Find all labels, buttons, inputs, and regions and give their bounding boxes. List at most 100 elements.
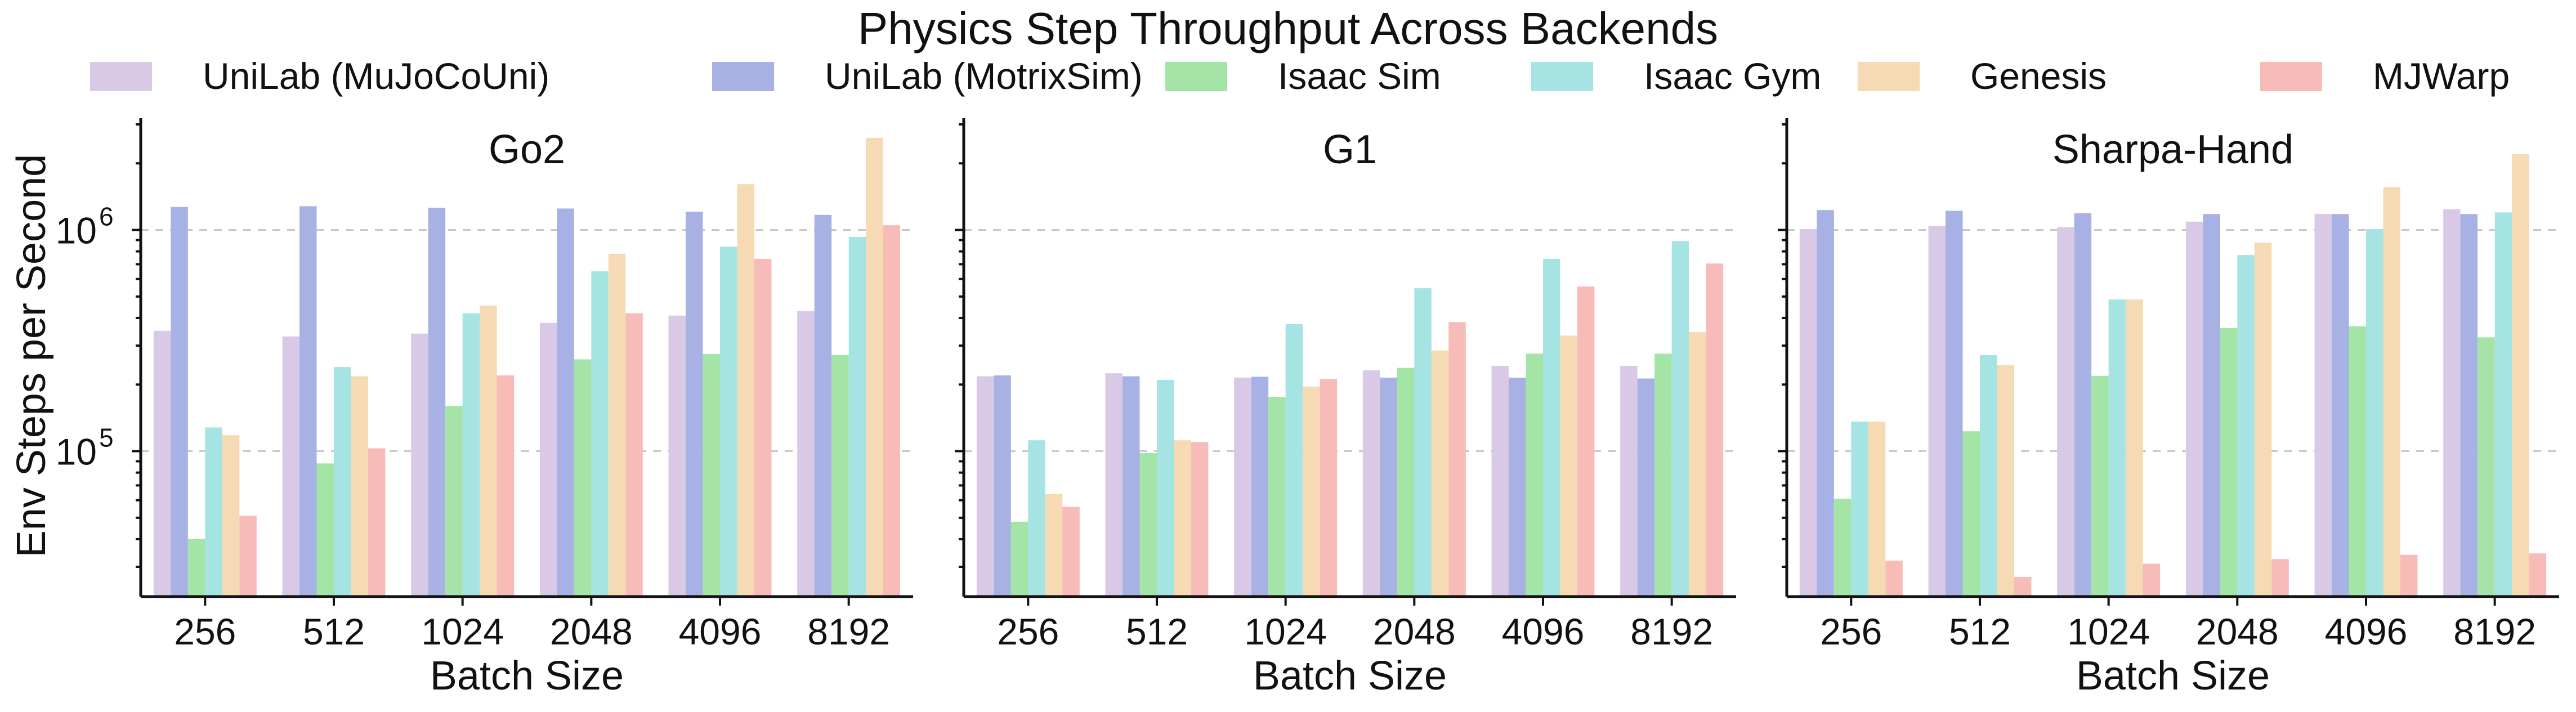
bar-go2-unilab-motrixsim-8192 bbox=[814, 214, 832, 597]
bar-sharpa-hand-unilab-mujocouni-1024 bbox=[2057, 227, 2074, 597]
bar-go2-genesis-8192 bbox=[866, 137, 883, 597]
bar-sharpa-hand-unilab-mujocouni-2048 bbox=[2185, 221, 2203, 597]
legend-swatch-mjwarp bbox=[2260, 62, 2322, 91]
bar-sharpa-hand-genesis-256 bbox=[1868, 422, 1886, 597]
x-tick-label-g1-4096: 4096 bbox=[1502, 611, 1585, 652]
bar-go2-isaac-gym-1024 bbox=[462, 313, 480, 597]
x-tick-label-sharpa-hand-8192: 8192 bbox=[2453, 611, 2536, 652]
bar-sharpa-hand-isaac-gym-512 bbox=[1980, 355, 1997, 597]
bar-sharpa-hand-mjwarp-512 bbox=[2014, 577, 2032, 597]
x-tick-label-sharpa-hand-4096: 4096 bbox=[2325, 611, 2408, 652]
bar-sharpa-hand-genesis-4096 bbox=[2383, 187, 2400, 597]
bar-sharpa-hand-isaac-gym-256 bbox=[1851, 422, 1868, 597]
bar-sharpa-hand-isaac-sim-2048 bbox=[2220, 328, 2238, 597]
bar-go2-mjwarp-512 bbox=[368, 448, 386, 597]
bar-go2-genesis-256 bbox=[222, 435, 240, 597]
bar-sharpa-hand-unilab-motrixsim-256 bbox=[1817, 210, 1834, 597]
legend-swatch-unilab-mujocouni bbox=[90, 62, 152, 91]
bar-g1-genesis-1024 bbox=[1303, 386, 1320, 597]
bar-go2-isaac-sim-1024 bbox=[445, 406, 463, 597]
bar-sharpa-hand-genesis-512 bbox=[1997, 365, 2014, 597]
bar-sharpa-hand-mjwarp-8192 bbox=[2529, 553, 2547, 597]
bar-go2-unilab-mujocouni-256 bbox=[153, 330, 171, 597]
bar-sharpa-hand-mjwarp-4096 bbox=[2400, 554, 2418, 597]
bar-go2-unilab-motrixsim-512 bbox=[299, 206, 317, 597]
bar-g1-unilab-mujocouni-8192 bbox=[1620, 366, 1638, 597]
bar-g1-isaac-gym-1024 bbox=[1285, 324, 1303, 597]
chart-title: Physics Step Throughput Across Backends bbox=[858, 3, 1718, 53]
bar-g1-unilab-mujocouni-2048 bbox=[1362, 370, 1380, 597]
bar-go2-mjwarp-2048 bbox=[625, 313, 643, 597]
bar-go2-mjwarp-8192 bbox=[883, 225, 901, 597]
bar-sharpa-hand-unilab-mujocouni-4096 bbox=[2314, 214, 2332, 597]
x-axis-label-go2: Batch Size bbox=[430, 653, 624, 698]
bar-sharpa-hand-unilab-motrixsim-4096 bbox=[2332, 214, 2349, 597]
y-tick-label-exp-1: 6 bbox=[99, 202, 114, 231]
bar-g1-isaac-sim-512 bbox=[1139, 453, 1157, 597]
legend-label-isaac-sim: Isaac Sim bbox=[1278, 55, 1441, 97]
legend-swatch-isaac-gym bbox=[1531, 62, 1593, 91]
bar-go2-isaac-sim-8192 bbox=[831, 355, 849, 597]
bar-g1-unilab-motrixsim-512 bbox=[1122, 376, 1140, 597]
legend-label-unilab-motrixsim: UniLab (MotrixSim) bbox=[825, 55, 1143, 97]
bar-go2-unilab-mujocouni-2048 bbox=[539, 323, 557, 597]
y-axis-label: Env Steps per Second bbox=[9, 154, 54, 557]
bar-g1-unilab-motrixsim-8192 bbox=[1637, 378, 1655, 597]
bar-sharpa-hand-mjwarp-1024 bbox=[2143, 563, 2161, 597]
x-tick-label-g1-512: 512 bbox=[1126, 611, 1188, 652]
bar-g1-genesis-4096 bbox=[1560, 335, 1577, 597]
bar-go2-unilab-mujocouni-512 bbox=[282, 336, 300, 597]
panel-title-g1: G1 bbox=[1323, 127, 1377, 172]
bar-go2-unilab-mujocouni-1024 bbox=[411, 333, 428, 597]
bar-g1-mjwarp-512 bbox=[1191, 442, 1209, 597]
x-tick-label-sharpa-hand-2048: 2048 bbox=[2196, 611, 2279, 652]
bar-sharpa-hand-isaac-sim-8192 bbox=[2477, 337, 2495, 597]
x-tick-label-sharpa-hand-256: 256 bbox=[1820, 611, 1882, 652]
bar-g1-isaac-sim-4096 bbox=[1526, 353, 1543, 597]
bar-sharpa-hand-isaac-gym-2048 bbox=[2237, 255, 2255, 597]
bar-g1-isaac-sim-8192 bbox=[1654, 353, 1672, 597]
bar-g1-isaac-sim-256 bbox=[1010, 521, 1028, 597]
bar-g1-genesis-8192 bbox=[1689, 332, 1706, 597]
legend-swatch-genesis bbox=[1858, 62, 1920, 91]
bar-g1-unilab-motrixsim-4096 bbox=[1509, 377, 1526, 597]
bar-g1-genesis-256 bbox=[1045, 494, 1063, 597]
bar-go2-isaac-sim-256 bbox=[187, 539, 205, 597]
x-tick-label-sharpa-hand-1024: 1024 bbox=[2067, 611, 2150, 652]
bar-g1-genesis-2048 bbox=[1431, 350, 1449, 597]
legend-label-genesis: Genesis bbox=[1970, 55, 2107, 97]
legend: UniLab (MuJoCoUni) UniLab (MotrixSim) Isaa… bbox=[90, 55, 2510, 97]
y-tick-label-exp-0: 5 bbox=[99, 423, 114, 453]
bar-g1-mjwarp-4096 bbox=[1577, 286, 1595, 597]
bar-sharpa-hand-isaac-sim-4096 bbox=[2349, 326, 2366, 597]
bar-go2-genesis-4096 bbox=[737, 184, 754, 597]
bar-g1-mjwarp-2048 bbox=[1448, 322, 1466, 597]
bar-sharpa-hand-isaac-sim-512 bbox=[1962, 431, 1980, 597]
bar-sharpa-hand-isaac-sim-256 bbox=[1833, 498, 1852, 597]
bar-go2-unilab-motrixsim-256 bbox=[171, 207, 188, 597]
bar-go2-unilab-motrixsim-4096 bbox=[686, 211, 703, 597]
bar-sharpa-hand-genesis-1024 bbox=[2126, 299, 2143, 597]
legend-swatch-isaac-sim bbox=[1165, 62, 1227, 91]
bar-g1-isaac-gym-8192 bbox=[1671, 241, 1689, 597]
bar-go2-isaac-gym-8192 bbox=[848, 236, 866, 597]
bar-sharpa-hand-mjwarp-2048 bbox=[2271, 559, 2289, 597]
legend-swatch-unilab-motrixsim bbox=[712, 62, 774, 91]
bar-go2-isaac-gym-2048 bbox=[591, 271, 609, 597]
bar-g1-unilab-motrixsim-2048 bbox=[1380, 377, 1397, 597]
y-tick-label-base-0: 10 bbox=[56, 431, 97, 473]
x-tick-label-go2-4096: 4096 bbox=[679, 611, 762, 652]
bar-go2-isaac-sim-2048 bbox=[574, 359, 592, 597]
bar-go2-isaac-gym-512 bbox=[334, 367, 351, 597]
bar-g1-mjwarp-8192 bbox=[1706, 263, 1724, 597]
bar-go2-genesis-1024 bbox=[480, 305, 497, 597]
bar-sharpa-hand-genesis-2048 bbox=[2254, 243, 2272, 597]
x-axis-label-sharpa-hand: Batch Size bbox=[2076, 653, 2270, 698]
bar-sharpa-hand-unilab-mujocouni-512 bbox=[1928, 226, 1946, 597]
bar-go2-genesis-2048 bbox=[608, 253, 626, 597]
panel-g1: G1 256 512 1024 2048 4096 8192 Batch Size bbox=[955, 118, 1736, 698]
bar-go2-unilab-mujocouni-4096 bbox=[668, 315, 686, 597]
panel-title-go2: Go2 bbox=[489, 127, 565, 172]
